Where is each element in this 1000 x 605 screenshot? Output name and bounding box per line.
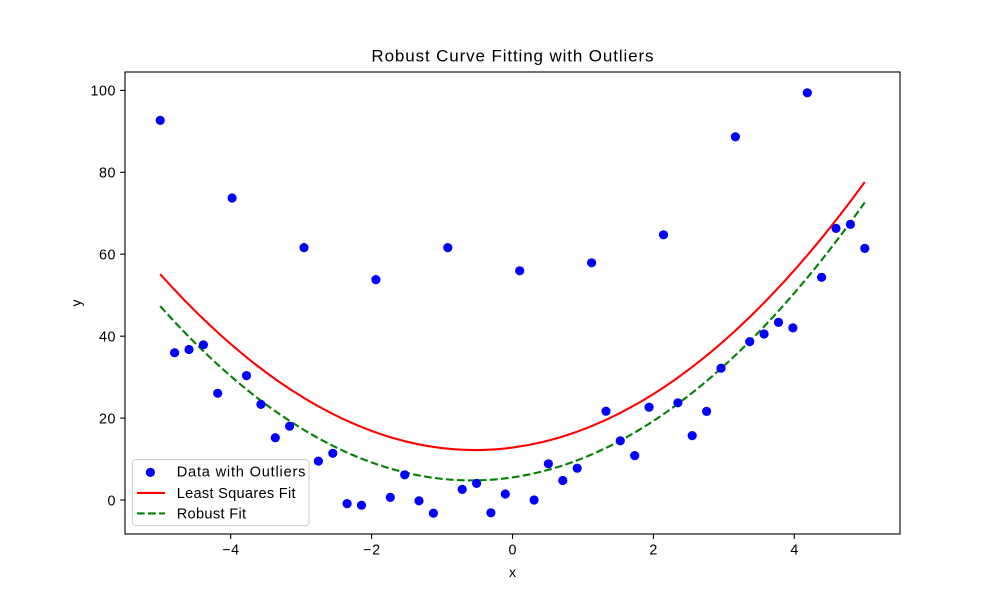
svg-text:y: y [68, 300, 84, 307]
svg-text:0: 0 [509, 543, 518, 559]
svg-text:4: 4 [790, 543, 799, 559]
svg-text:100: 100 [90, 84, 116, 100]
svg-text:Data with Outliers: Data with Outliers [177, 464, 307, 480]
svg-text:−4: −4 [222, 543, 240, 559]
svg-text:−2: −2 [363, 543, 381, 559]
svg-text:Robust Curve Fitting with Outl: Robust Curve Fitting with Outliers [371, 46, 654, 65]
svg-text:20: 20 [99, 411, 116, 427]
svg-text:2: 2 [649, 543, 658, 559]
svg-text:80: 80 [99, 166, 116, 182]
svg-text:40: 40 [99, 330, 116, 346]
svg-text:60: 60 [99, 248, 116, 264]
svg-text:Least Squares Fit: Least Squares Fit [177, 486, 296, 502]
svg-text:Robust Fit: Robust Fit [177, 506, 247, 522]
svg-text:x: x [509, 564, 516, 580]
svg-text:0: 0 [108, 493, 117, 509]
